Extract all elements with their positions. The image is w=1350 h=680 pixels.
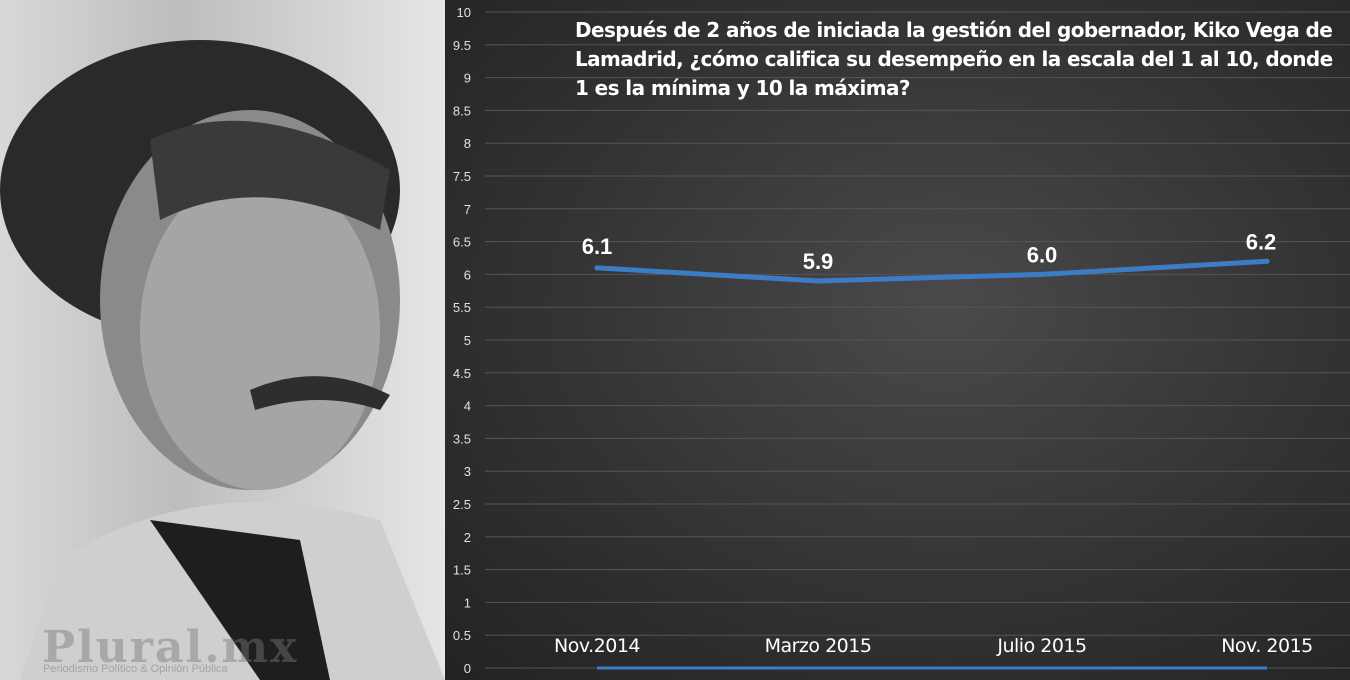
data-label: 6.2 [1246, 229, 1277, 254]
x-tick-label: Nov. 2015 [1221, 635, 1313, 657]
y-tick-label: 6.5 [453, 235, 471, 250]
y-tick-label: 10 [457, 5, 471, 20]
watermark-tagline: Periodismo Político & Opinión Pública [43, 663, 228, 675]
data-point [594, 265, 600, 271]
y-tick-label: 1 [464, 595, 471, 610]
y-tick-label: 5 [464, 333, 471, 348]
watermark-logo: Plural.mx [42, 622, 299, 673]
y-tick-label: 0.5 [453, 628, 471, 643]
data-point [1039, 271, 1045, 277]
series-line [594, 258, 1270, 284]
y-tick-label: 9 [464, 71, 471, 86]
chart-title: Después de 2 años de iniciada la gestión… [575, 18, 1333, 100]
y-tick-label: 3 [464, 464, 471, 479]
y-tick-label: 9.5 [453, 38, 471, 53]
data-label: 5.9 [803, 249, 834, 274]
x-tick-label: Nov.2014 [554, 635, 640, 657]
y-tick-label: 4.5 [453, 366, 471, 381]
x-tick-label: Julio 2015 [996, 635, 1086, 657]
portrait-illustration [0, 40, 445, 680]
y-tick-label: 2 [464, 530, 471, 545]
y-tick-label: 2.5 [453, 497, 471, 512]
data-point [815, 278, 821, 284]
data-label: 6.1 [582, 234, 613, 259]
data-label: 6.0 [1027, 242, 1058, 267]
y-tick-label: 5.5 [453, 300, 471, 315]
y-tick-label: 7.5 [453, 169, 471, 184]
y-tick-label: 0 [464, 661, 471, 676]
y-tick-label: 1.5 [453, 563, 471, 578]
y-tick-label: 3.5 [453, 431, 471, 446]
x-tick-label: Marzo 2015 [765, 635, 872, 657]
y-tick-label: 4 [464, 399, 471, 414]
y-tick-label: 6 [464, 267, 471, 282]
y-tick-label: 7 [464, 202, 471, 217]
data-point [1264, 258, 1270, 264]
portrait-photo: Plural.mx Periodismo Político & Opinión … [0, 0, 445, 680]
y-tick-label: 8.5 [453, 103, 471, 118]
y-tick-label: 8 [464, 136, 471, 151]
